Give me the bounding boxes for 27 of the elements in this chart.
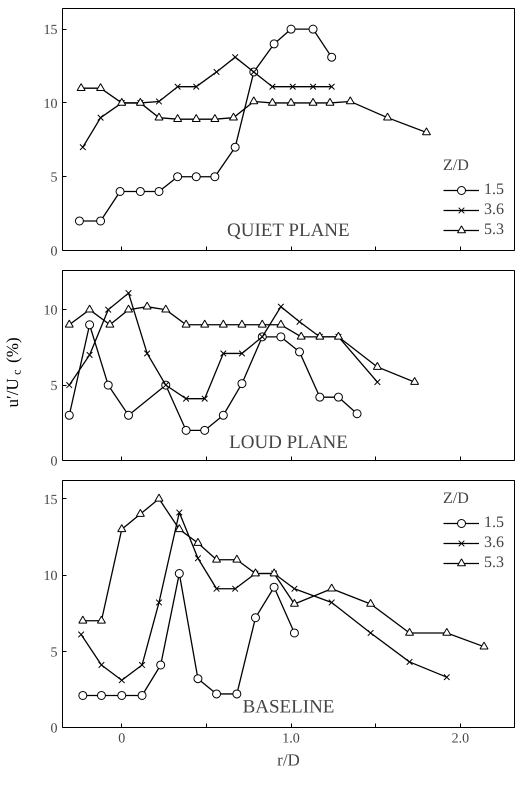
annotation: LOUD PLANE	[229, 432, 348, 453]
y-tick-label: 5	[50, 170, 58, 186]
legend-label: 1.5	[484, 514, 504, 532]
y-tick-label: 0	[50, 454, 58, 470]
legend-label: 5.3	[484, 221, 504, 239]
legend-label: 3.6	[484, 201, 504, 219]
legend-label: 5.3	[484, 554, 504, 572]
legend-title: Z/D	[443, 157, 470, 175]
y-tick-label: 5	[50, 645, 58, 660]
legend-label: 3.6	[484, 534, 504, 552]
x-tick-label: 2.0	[452, 732, 470, 746]
x-tick-label: 1.0	[282, 732, 300, 746]
y-axis-title: u′/Uc (%)	[3, 337, 24, 408]
y-tick-label: 0	[50, 244, 58, 260]
legend-label: 1.5	[484, 181, 504, 199]
x-tick-label: 0	[118, 732, 126, 746]
y-tick-label: 15	[44, 23, 58, 38]
y-tick-label: 15	[44, 492, 58, 508]
annotation: QUIET PLANE	[227, 220, 350, 241]
y-tick-label: 10	[44, 96, 58, 112]
y-tick-label: 5	[50, 379, 58, 394]
legend-title: Z/D	[443, 490, 470, 508]
y-tick-label: 0	[50, 722, 58, 736]
annotation: BASELINE	[242, 696, 334, 718]
y-tick-label: 10	[44, 569, 58, 584]
y-tick-label: 10	[44, 304, 58, 319]
x-axis-title: r/D	[277, 750, 300, 770]
